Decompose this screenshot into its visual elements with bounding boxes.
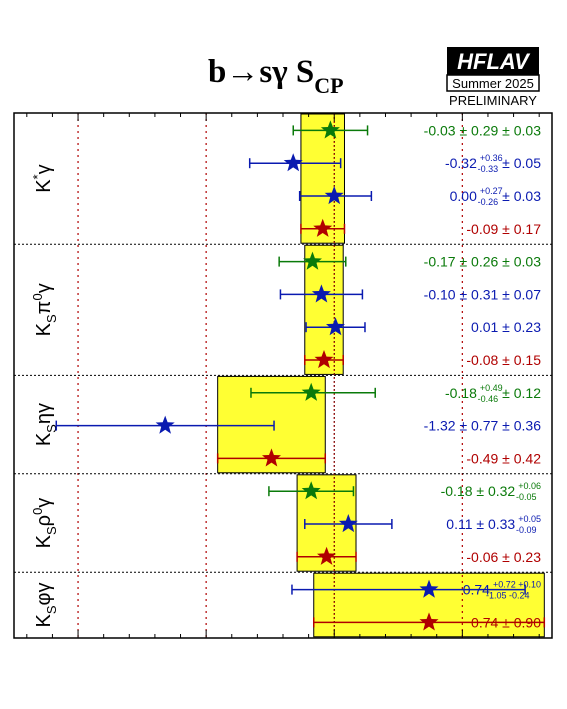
value-main: -0.49 ± 0.42 xyxy=(466,450,541,466)
data-point xyxy=(419,612,439,631)
value-label: -0.09 ± 0.17 xyxy=(466,221,541,237)
group-label-part: η xyxy=(33,413,55,424)
value-label: -0.18 +0.49 -0.46 ± 0.12 xyxy=(445,383,541,404)
group-label-part: 0 xyxy=(30,508,45,515)
value-label: -0.10 ± 0.31 ± 0.07 xyxy=(424,286,542,302)
value-sup: +0.36 xyxy=(480,153,503,163)
value-main: -0.17 ± 0.26 ± 0.03 xyxy=(424,254,542,270)
value-main: 0.11 ± 0.33 xyxy=(446,516,515,532)
group-label-part: K xyxy=(33,179,55,193)
plot-area: K*γ-0.03 ± 0.29 ± 0.03-0.32 +0.36 -0.33 ± 0… xyxy=(13,112,553,639)
value-main: -1.32 ± 0.77 ± 0.36 xyxy=(424,418,542,434)
chart-title: b→sγ SCP xyxy=(208,54,344,98)
data-point xyxy=(317,546,337,565)
value-main: -0.32 xyxy=(445,155,477,171)
group-label: KSπ0γ xyxy=(30,283,59,336)
value-label: 0.00 +0.27 -0.26 ± 0.03 xyxy=(450,186,542,207)
data-point xyxy=(301,481,321,500)
data-point xyxy=(320,120,340,139)
value-label: 0.74 ± 0.90 xyxy=(471,614,541,630)
value-sub: -0.46 xyxy=(478,394,499,404)
status-label: PRELIMINARY xyxy=(449,93,537,108)
value-label: -0.08 ± 0.15 xyxy=(466,352,541,368)
value-tail: ± 0.05 xyxy=(502,155,541,171)
group-label-part: S xyxy=(44,526,59,535)
value-main: -0.09 ± 0.17 xyxy=(466,221,541,237)
group-label-part: S xyxy=(44,314,59,323)
value-sup: +0.05 xyxy=(518,514,541,524)
value-label: 0.74 +0.72 +0.10 -1.05 -0.24 xyxy=(463,580,541,601)
group-label-part: γ xyxy=(33,498,55,508)
value-tail: ± 0.03 xyxy=(502,188,541,204)
chart-title-sub: CP xyxy=(314,73,343,98)
value-main: 0.01 ± 0.23 xyxy=(471,319,541,335)
group-label-part: γ xyxy=(33,164,55,174)
value-label: 0.01 ± 0.23 xyxy=(471,319,541,335)
hflav-logo: HFLAV Summer 2025 PRELIMINARY xyxy=(446,47,540,108)
value-main: 0.74 ± 0.90 xyxy=(471,614,541,630)
chart-title-main: b→sγ S xyxy=(208,54,314,90)
group-label: K*γ xyxy=(30,164,55,192)
data-point xyxy=(313,218,333,237)
value-main: 0.74 xyxy=(463,582,490,598)
value-label: -0.32 +0.36 -0.33 ± 0.05 xyxy=(445,153,541,174)
value-sub: -0.33 xyxy=(478,164,499,174)
data-point xyxy=(419,579,439,598)
value-main: -0.10 ± 0.31 ± 0.07 xyxy=(424,286,542,302)
group-label-part: γ xyxy=(33,403,55,413)
data-point xyxy=(155,415,175,434)
value-label: -0.18 ± 0.32 +0.06 -0.05 xyxy=(441,481,541,502)
group-label-part: π xyxy=(33,301,55,315)
data-point xyxy=(314,350,334,369)
data-point xyxy=(311,284,331,303)
value-main: -0.18 xyxy=(445,385,477,401)
group-label-part: * xyxy=(30,174,45,179)
data-point xyxy=(303,251,322,270)
data-point xyxy=(262,448,281,467)
value-main: -0.03 ± 0.29 ± 0.03 xyxy=(424,122,542,138)
value-sub: -0.26 xyxy=(478,197,499,207)
group-label-part: γ xyxy=(33,583,55,593)
group-label-part: K xyxy=(33,322,55,336)
value-main: -0.18 ± 0.32 xyxy=(441,483,516,499)
group-label-part: K xyxy=(33,613,55,627)
group-label: KSρ0γ xyxy=(30,498,59,549)
value-label: -1.32 ± 0.77 ± 0.36 xyxy=(424,418,542,434)
group-label: KSφγ xyxy=(33,583,59,628)
hflav-logo-text: HFLAV xyxy=(457,49,531,74)
value-label: -0.17 ± 0.26 ± 0.03 xyxy=(424,254,542,270)
data-point xyxy=(301,382,321,401)
value-sup: +0.72 +0.10 xyxy=(493,580,541,590)
group-label: KSηγ xyxy=(33,403,59,446)
value-label: -0.03 ± 0.29 ± 0.03 xyxy=(424,122,542,138)
value-main: -0.08 ± 0.15 xyxy=(466,352,541,368)
value-sup: +0.06 xyxy=(518,481,541,491)
data-point xyxy=(324,186,344,205)
group-label-part: S xyxy=(44,424,59,433)
value-label: -0.49 ± 0.42 xyxy=(466,450,541,466)
data-point xyxy=(283,153,303,172)
group-label-part: 0 xyxy=(30,293,45,300)
group-label-part: ρ xyxy=(33,515,55,526)
value-main: 0.00 xyxy=(450,188,477,204)
value-label: -0.06 ± 0.23 xyxy=(466,549,541,565)
value-main: -0.06 ± 0.23 xyxy=(466,549,541,565)
data-point xyxy=(338,514,358,533)
data-point xyxy=(326,317,345,336)
value-tail: ± 0.12 xyxy=(502,385,541,401)
value-sup: +0.27 xyxy=(480,186,503,196)
value-sub: -1.05 -0.24 xyxy=(486,591,530,601)
group-label-part: K xyxy=(33,432,55,446)
season-label: Summer 2025 xyxy=(452,76,534,91)
group-label-part: φ xyxy=(33,592,55,605)
value-sup: +0.49 xyxy=(480,383,503,393)
value-sub: -0.05 xyxy=(516,492,537,502)
group-label-part: S xyxy=(44,605,59,614)
value-label: 0.11 ± 0.33 +0.05 -0.09 xyxy=(446,514,541,535)
group-label-part: K xyxy=(33,534,55,548)
group-label-part: γ xyxy=(33,283,55,293)
value-sub: -0.09 xyxy=(516,525,537,535)
